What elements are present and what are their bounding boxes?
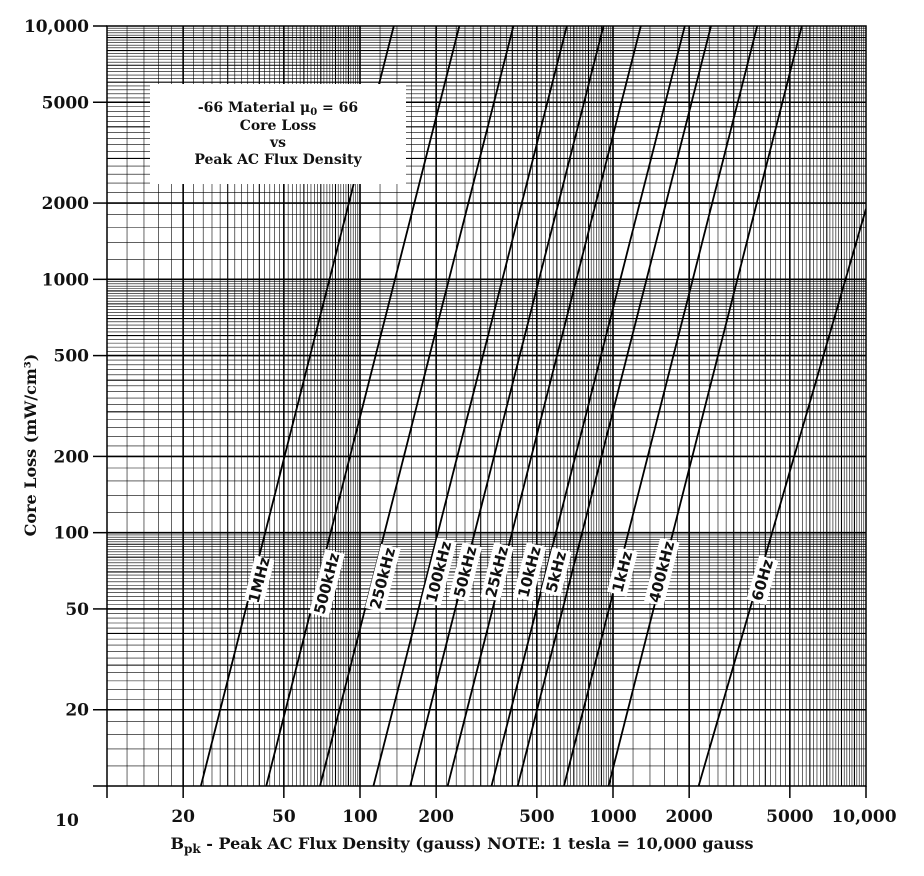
x-tick-label: 10 xyxy=(55,811,79,831)
x-axis-title: Bpk - Peak AC Flux Density (gauss) NOTE:… xyxy=(170,834,754,856)
x-tick-label: 10,000 xyxy=(831,807,896,827)
y-tick-label: 10,000 xyxy=(24,17,89,37)
series-label-bg xyxy=(309,549,345,618)
series-lines xyxy=(200,26,866,786)
y-tick-label: 2000 xyxy=(42,194,89,214)
y-tick-label: 20 xyxy=(65,701,89,721)
series-label-bg xyxy=(243,555,275,605)
chart-title-line-3: vs xyxy=(269,134,287,151)
y-tick-label: 100 xyxy=(54,524,90,544)
chart-title-line-4: Peak AC Flux Density xyxy=(194,151,362,168)
series-line-400khz xyxy=(607,26,803,786)
series-line-1khz xyxy=(563,26,759,786)
series-label-bg xyxy=(421,537,457,607)
chart-title-box: -66 Material μ0 = 66 Core Loss vs Peak A… xyxy=(150,84,406,184)
x-tick-label: 200 xyxy=(418,807,454,827)
axes: 20 50 100 200 500 1000 2000 5000 10,000 10 20 50 100… xyxy=(24,17,897,831)
series-line-10khz xyxy=(490,26,686,786)
series-label-bg xyxy=(607,547,638,597)
series-label-bg xyxy=(480,542,514,602)
series-label-bg xyxy=(448,542,483,602)
series-label-bg xyxy=(746,555,779,605)
y-tick-label: 1000 xyxy=(42,270,89,290)
series-label-bg xyxy=(512,542,547,602)
chart-title-line-2: Core Loss xyxy=(239,117,317,134)
series-line-250khz xyxy=(319,26,515,786)
series-label-bg xyxy=(364,543,401,613)
x-tick-label: 50 xyxy=(272,807,296,827)
x-tick-label: 100 xyxy=(342,807,378,827)
y-tick-label: 50 xyxy=(65,600,89,620)
series-line-25khz xyxy=(446,26,642,786)
series-line-100khz xyxy=(372,26,568,786)
y-tick-label: 500 xyxy=(54,347,90,367)
chart-title-line-1: -66 Material μ0 = 66 xyxy=(197,99,359,118)
x-tick-label: 500 xyxy=(519,807,555,827)
y-axis-title: Core Loss (mW/cm³) xyxy=(21,354,40,537)
series-line-50khz xyxy=(409,26,605,786)
series-label-bg xyxy=(644,537,680,607)
x-tick-label: 5000 xyxy=(766,807,813,827)
y-tick-label: 5000 xyxy=(42,93,89,113)
series-line-60hz xyxy=(697,208,866,786)
x-tick-label: 1000 xyxy=(589,807,636,827)
x-tick-label: 20 xyxy=(171,807,195,827)
series-line-500khz xyxy=(265,26,461,786)
series-line-5khz xyxy=(516,26,712,786)
x-tick-label: 2000 xyxy=(665,807,712,827)
series-label-bg xyxy=(540,547,572,597)
y-tick-label: 200 xyxy=(54,447,90,467)
